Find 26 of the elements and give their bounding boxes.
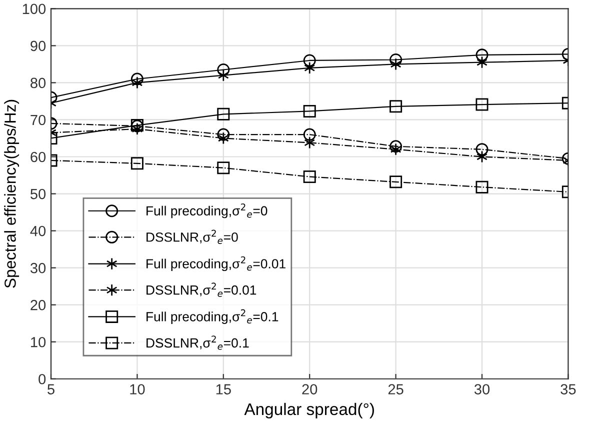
legend-label: DSSLNR,σ$^{2}$$_{e}$=0.1 — [146, 336, 249, 350]
y-tick-label: 10 — [31, 336, 46, 348]
x-tick-label: 20 — [302, 384, 318, 394]
y-tick-label: 90 — [30, 40, 46, 52]
legend-label: DSSLNR,σ$^{2}$$_{e}$=0.01 — [146, 282, 256, 297]
x-tick-label: 25 — [388, 384, 404, 394]
x-tick-label: 5 — [48, 384, 54, 394]
y-tick-label: 20 — [30, 300, 46, 310]
y-tick-label: 50 — [30, 188, 46, 200]
legend-label: Full precoding,σ$^{2}$$_{e}$=0.01 — [146, 256, 286, 272]
x-tick-label: 35 — [560, 384, 576, 394]
legend-label: Full precoding,σ$^{2}$$_{e}$=0.1 — [146, 309, 278, 324]
y-tick-label: 100 — [22, 4, 46, 14]
x-tick-label: 30 — [474, 384, 490, 394]
x-tick-label: 10 — [130, 384, 145, 394]
y-axis-title: Spectral efficiency(bps/Hz) — [4, 100, 20, 288]
x-axis-title: Angular spread(°) — [244, 402, 374, 418]
legend-label: Full precoding,σ$^{2}$$_{e}$=0 — [146, 203, 268, 218]
y-tick-label: 60 — [30, 152, 46, 162]
legend-label: DSSLNR,σ$^{2}$$_{e}$=0 — [146, 230, 238, 244]
y-tick-label: 40 — [30, 226, 46, 236]
x-tick-label: 15 — [216, 384, 231, 394]
y-tick-label: 70 — [30, 114, 46, 126]
y-tick-label: 80 — [30, 78, 46, 88]
y-tick-label: 0 — [38, 374, 46, 384]
y-tick-label: 30 — [30, 262, 46, 274]
